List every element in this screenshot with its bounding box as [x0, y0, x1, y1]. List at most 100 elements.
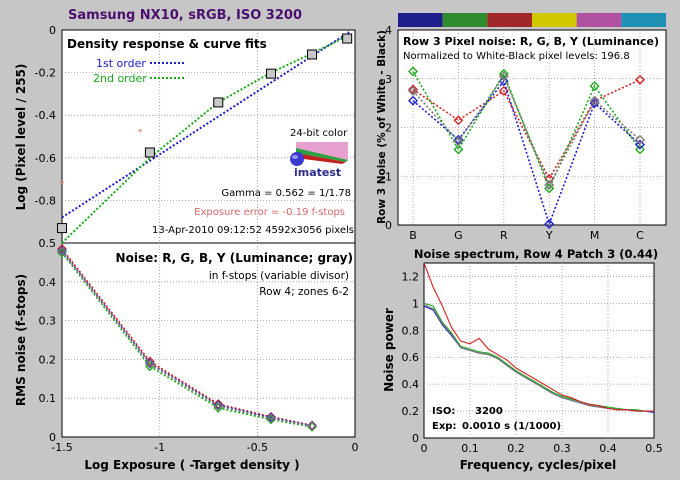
noise-point-Y [57, 246, 67, 257]
density-extra-point: * [138, 128, 143, 138]
pixel-ytick-label: 4 [385, 24, 392, 37]
exp-value: 0.0010 s (1/1000) [462, 421, 561, 432]
spectrum-xtick-label: 0.2 [507, 442, 525, 455]
density-legend-title: Density response & curve fits [67, 37, 267, 51]
pixel-xtick-label: R [500, 229, 508, 242]
noise-ylabel: RMS noise (f-stops) [14, 274, 28, 406]
spectrum-xtick-label: 0.3 [553, 442, 571, 455]
density-plot-area [61, 29, 356, 244]
pixel-xtick-label: B [409, 229, 417, 242]
pixel-point-B [544, 219, 555, 230]
noise-ytick-label: 0.4 [39, 276, 57, 289]
axis-ticks: 0 -0.2 -0.4 -0.6 -0.8 -1.5 -1 -0.5 0 0 0.1 0.2 0.3 0.… [35, 24, 663, 455]
density-extra-point: * [60, 179, 65, 189]
pixel-ytick-label: 1 [385, 170, 392, 183]
pixel-point-Y [498, 71, 509, 82]
pixel-noise-ylabel: Row 3 Noise (% of White - Black) [376, 30, 388, 224]
pixel-ytick-label: 2 [385, 122, 392, 135]
pixel-ytick-label: 3 [385, 73, 392, 86]
spectrum-ytick-label: 0.4 [402, 378, 420, 391]
pixel-point-B [635, 139, 645, 150]
density-ytick-label: 0 [49, 24, 56, 37]
pixel-noise-title: Row 3 Pixel noise: R, G, B, Y (Luminance… [403, 35, 659, 48]
pixel-point-R [498, 85, 509, 96]
pixel-point-R [408, 84, 418, 95]
legend-first-order: 1st order [96, 57, 146, 70]
noise-plot-area [61, 242, 356, 438]
pixel-point-Y [408, 85, 418, 96]
pixel-series-Y [412, 74, 641, 187]
noise-point-Y [145, 359, 155, 369]
pixel-xtick-label: M [590, 229, 600, 242]
pixel-point-R [453, 115, 464, 126]
density-point [342, 33, 353, 44]
density-point [213, 97, 224, 108]
color-bar-patch [621, 13, 666, 27]
color-bar-patch [532, 13, 577, 27]
noise-xtick-label: -1.5 [51, 441, 72, 454]
pixel-point-G [408, 66, 418, 77]
noise-point-Y [266, 413, 276, 424]
density-ytick-label: -0.2 [35, 67, 56, 80]
density-ytick-label: -0.8 [35, 194, 56, 207]
noise-title: Noise: R, G, B, Y (Luminance; gray) [116, 251, 353, 265]
spectrum-xtick-label: 0.5 [645, 442, 663, 455]
iso-value: 3200 [475, 406, 503, 417]
density-point [57, 223, 67, 234]
date-size-text: 13-Apr-2010 09:12:52 4592x3056 pixels [152, 225, 354, 236]
noise-xtick-label: -1 [154, 441, 165, 454]
pixel-point-B [408, 95, 418, 106]
density-point [144, 147, 155, 158]
color-bar-patch [576, 13, 622, 27]
patch-color-bar [398, 13, 666, 27]
spectrum-ytick-label: 1 [412, 297, 419, 310]
chart-marks: ** [57, 31, 655, 432]
color-bar-patch [487, 13, 532, 27]
spectrum-series-G [423, 302, 654, 412]
exp-label: Exp: [432, 421, 456, 432]
pixel-noise-subtitle: Normalized to White-Black pixel levels: … [403, 51, 630, 62]
pixel-point-G [635, 144, 645, 155]
iso-label: ISO: [432, 406, 455, 417]
density-point [266, 68, 277, 79]
spectrum-ytick-label: 0.6 [402, 351, 420, 364]
pixel-point-Y [589, 95, 600, 106]
pixel-point-B [498, 76, 509, 87]
figure-title: Samsung NX10, sRGB, ISO 3200 [68, 8, 302, 23]
noise-ytick-label: 0 [49, 431, 56, 444]
pixel-point-Y [635, 134, 645, 145]
pixel-xtick-label: G [454, 229, 463, 242]
pixel-point-B [453, 134, 464, 145]
pixel-point-R [635, 74, 645, 85]
noise-sub2: Row 4; zones 6-2 [259, 286, 349, 298]
legend-second-order: 2nd order [93, 72, 147, 85]
density-fit-1 [61, 31, 350, 219]
density-point [307, 49, 318, 60]
spectrum-title: Noise spectrum, Row 4 Patch 3 (0.44) [414, 247, 658, 261]
pixel-series-G [412, 71, 641, 191]
exposure-error-text: Exposure error = -0.19 f-stops [194, 207, 345, 218]
spectrum-ylabel: Noise power [382, 308, 396, 392]
color-bar-patch [398, 13, 443, 27]
spectrum-ytick-label: 0.8 [402, 324, 420, 337]
spectrum-series-R [423, 262, 654, 412]
noise-point-R [213, 399, 224, 409]
noise-xtick-label: 0 [352, 441, 359, 454]
pixel-series-R [412, 78, 641, 181]
noise-point-Y [307, 421, 317, 431]
spectrum-plot-area [423, 262, 655, 439]
noise-point-Y [213, 401, 224, 411]
density-ytick-label: -0.6 [35, 152, 56, 165]
spectrum-ytick-label: 1.2 [402, 270, 420, 283]
spectrum-xtick-label: 0.1 [461, 442, 479, 455]
noise-ytick-label: 0.1 [39, 392, 57, 405]
spectrum-xtick-label: 0 [421, 442, 428, 455]
logo-brand: imatest [294, 166, 341, 179]
noise-xtick-label: -0.5 [247, 441, 268, 454]
pixel-point-Y [453, 136, 464, 147]
gamma-text: Gamma = 0.562 = 1/1.78 [221, 188, 351, 199]
pixel-point-Y [544, 180, 555, 191]
spectrum-xtick-label: 0.4 [599, 442, 617, 455]
pixel-xtick-label: Y [545, 229, 553, 242]
density-ytick-label: -0.4 [35, 109, 56, 122]
